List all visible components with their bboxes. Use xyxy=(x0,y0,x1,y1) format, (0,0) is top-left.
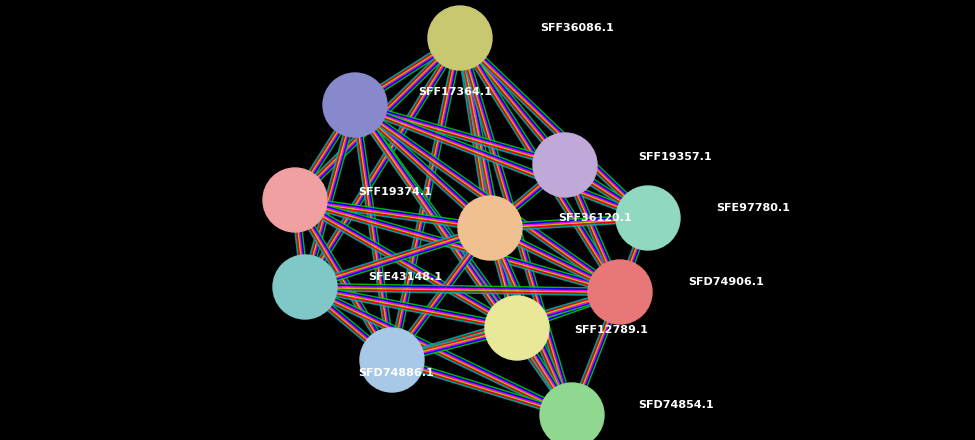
Text: SFF19357.1: SFF19357.1 xyxy=(638,152,712,162)
Circle shape xyxy=(458,196,522,260)
Text: SFF19374.1: SFF19374.1 xyxy=(358,187,432,197)
Text: SFF36086.1: SFF36086.1 xyxy=(540,23,613,33)
Circle shape xyxy=(533,133,597,197)
Text: SFD74886.1: SFD74886.1 xyxy=(358,368,434,378)
Text: SFF17364.1: SFF17364.1 xyxy=(418,87,491,97)
Circle shape xyxy=(485,296,549,360)
Text: SFE43148.1: SFE43148.1 xyxy=(368,272,442,282)
Text: SFF36120.1: SFF36120.1 xyxy=(558,213,632,223)
Circle shape xyxy=(616,186,680,250)
Text: SFD74906.1: SFD74906.1 xyxy=(688,277,763,287)
Circle shape xyxy=(588,260,652,324)
Text: SFD74854.1: SFD74854.1 xyxy=(638,400,714,410)
Circle shape xyxy=(540,383,604,440)
Text: SFF12789.1: SFF12789.1 xyxy=(574,325,647,335)
Circle shape xyxy=(263,168,327,232)
Text: SFE97780.1: SFE97780.1 xyxy=(716,203,790,213)
Circle shape xyxy=(428,6,492,70)
Circle shape xyxy=(323,73,387,137)
Circle shape xyxy=(360,328,424,392)
Circle shape xyxy=(273,255,337,319)
